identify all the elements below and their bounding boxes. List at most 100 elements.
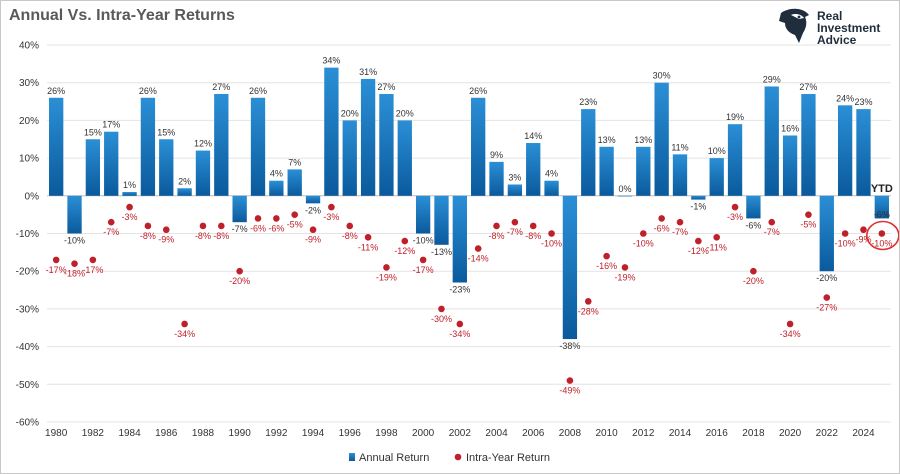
intra-year-dot <box>823 294 831 301</box>
annual-return-label: 13% <box>634 135 652 145</box>
annual-return-bar <box>562 195 578 340</box>
annual-return-bars: 26%-10%15%17%1%26%15%2%12%27%-7%26%4%7%-… <box>47 56 890 351</box>
x-tick-label: 1988 <box>192 428 215 439</box>
annual-return-label: 12% <box>194 139 212 149</box>
annual-return-label: 26% <box>47 86 65 96</box>
annual-return-bar <box>214 94 229 196</box>
annual-return-label: -1% <box>690 202 706 212</box>
intra-year-label: -9% <box>855 235 871 245</box>
intra-year-dot <box>199 222 207 230</box>
x-axis-ticks: 1980 1982 1984 1986 1988 1990 1992 1994 1996 1998… <box>45 428 875 439</box>
annual-return-label: 27% <box>377 82 395 92</box>
intra-year-label: -16% <box>596 261 617 271</box>
y-tick-label: -60% <box>16 418 39 429</box>
x-tick-label: 2020 <box>779 428 802 439</box>
annual-return-bar <box>360 78 376 196</box>
intra-year-dot <box>107 218 115 226</box>
intra-year-label: -6% <box>654 223 670 233</box>
y-tick-label: -10% <box>16 229 39 240</box>
intra-year-label: -6% <box>268 223 284 233</box>
annual-return-bar <box>232 195 247 223</box>
annual-return-bar <box>581 109 596 196</box>
annual-return-bar <box>415 195 431 234</box>
intra-year-label: -27% <box>816 303 837 313</box>
intra-year-label: -12% <box>394 246 415 256</box>
intra-year-dot <box>71 260 78 267</box>
intra-year-dot <box>438 305 445 313</box>
annual-return-bar <box>672 154 688 196</box>
annual-return-label: 29% <box>763 74 781 84</box>
intra-year-label: -20% <box>229 276 250 286</box>
intra-year-label: -17% <box>46 265 67 275</box>
annual-return-bar <box>159 139 174 196</box>
x-tick-label: 2010 <box>595 428 618 439</box>
intra-year-dot <box>401 237 409 245</box>
eagle-logo-icon <box>779 8 809 44</box>
intra-year-label: -5% <box>800 220 816 230</box>
legend-dot-swatch <box>454 453 462 461</box>
annual-return-bar <box>764 86 779 196</box>
annual-return-bar <box>85 139 101 196</box>
annual-return-bar <box>617 195 633 197</box>
annual-return-label: 14% <box>524 131 542 141</box>
annual-return-bar <box>140 97 156 196</box>
intra-year-dot <box>750 267 757 275</box>
annual-return-bar <box>819 195 834 272</box>
annual-return-bar <box>471 97 486 196</box>
intra-year-dot <box>640 230 647 237</box>
intra-year-dot <box>254 215 262 222</box>
annual-return-label: -23% <box>449 285 470 295</box>
intra-year-dot <box>731 203 739 211</box>
intra-year-label: -34% <box>449 329 470 339</box>
intra-year-label: -30% <box>431 314 452 324</box>
annual-return-bar <box>379 94 394 196</box>
annual-return-label: 23% <box>854 97 872 107</box>
annual-return-bar <box>324 67 339 196</box>
annual-return-label: 4% <box>270 169 283 179</box>
y-tick-label: 20% <box>19 116 39 127</box>
x-tick-label: 1982 <box>82 428 105 439</box>
logo-line-3: Advice <box>817 33 857 47</box>
intra-year-label: -8% <box>213 231 229 241</box>
x-tick-label: 1996 <box>339 428 362 439</box>
annual-return-label: 16% <box>781 123 799 133</box>
annual-return-label: 4% <box>545 169 558 179</box>
intra-year-dot <box>456 320 464 328</box>
annotations: YTD <box>866 183 899 251</box>
annual-return-label: -6% <box>745 220 761 230</box>
annual-return-label: 17% <box>102 120 120 130</box>
intra-year-label: -7% <box>103 227 119 237</box>
annual-return-bar <box>177 188 192 196</box>
x-tick-label: 2014 <box>669 428 692 439</box>
intra-year-label: -8% <box>140 231 156 241</box>
intra-year-dot <box>309 226 317 234</box>
intra-year-dot <box>713 233 720 241</box>
intra-year-label: -20% <box>743 276 764 286</box>
brand-logo: Real Investment Advice <box>777 7 897 47</box>
y-tick-label: 40% <box>19 41 39 52</box>
intra-year-dot <box>621 264 629 271</box>
intra-year-dot <box>695 237 702 245</box>
intra-year-dot <box>181 320 188 328</box>
annual-return-label: 15% <box>84 127 102 137</box>
intra-year-dot <box>346 222 354 230</box>
ytd-label: YTD <box>871 183 893 195</box>
annual-return-bar <box>287 169 302 196</box>
annual-return-bar <box>250 97 266 196</box>
x-tick-label: 1984 <box>118 428 141 439</box>
intra-year-dot <box>364 233 372 241</box>
intra-year-label: -7% <box>672 227 688 237</box>
annual-return-bar <box>122 192 137 196</box>
highlight-circle <box>866 220 899 251</box>
logo-line-2: Investment <box>817 21 881 35</box>
annual-return-label: 2% <box>178 176 191 186</box>
annual-return-label: 30% <box>653 71 671 81</box>
y-tick-label: -30% <box>16 304 39 315</box>
intra-year-dot <box>126 203 133 211</box>
x-tick-label: 2018 <box>742 428 765 439</box>
intra-year-dot <box>144 222 152 230</box>
annual-return-bar <box>452 195 467 283</box>
y-tick-label: -40% <box>16 342 39 353</box>
legend-label-intra: Intra-Year Return <box>466 452 550 464</box>
